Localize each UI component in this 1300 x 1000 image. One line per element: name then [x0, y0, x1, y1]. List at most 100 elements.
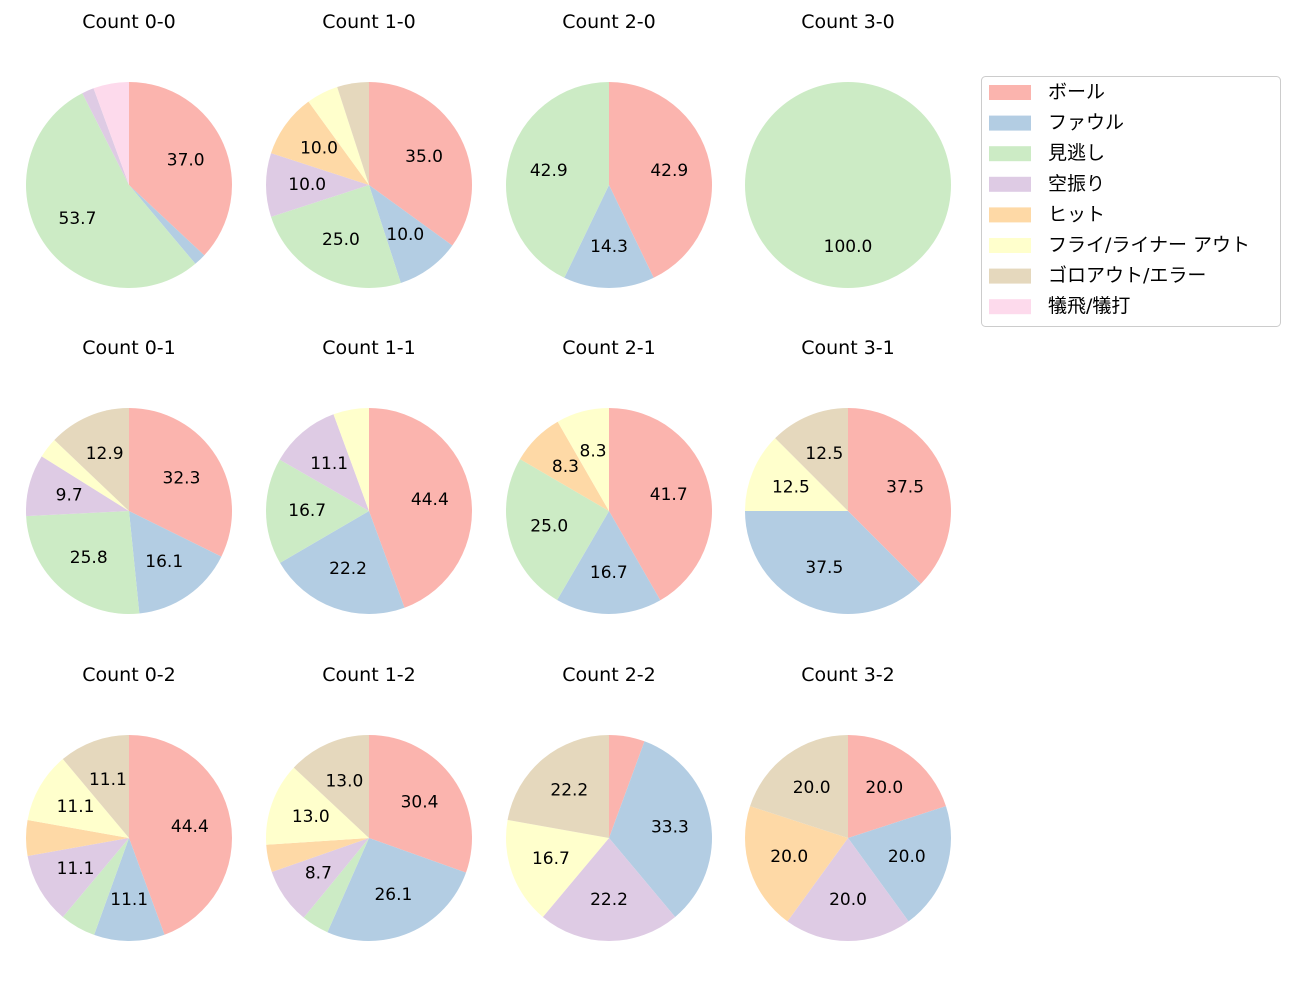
pie-count-1-1: Count 1-1 44.4 22.2 16.7 11.1: [266, 337, 473, 614]
slice-label: 37.0: [167, 150, 205, 170]
pie-slice-7: [93, 82, 129, 185]
pie-slice-5: [745, 438, 848, 511]
slice-label: 22.2: [590, 890, 628, 910]
pie-title: Count 3-2: [801, 664, 895, 686]
pie-count-0-0: Count 0-0 37.0 53.7: [26, 11, 232, 289]
slice-label: 16.7: [288, 501, 326, 521]
pie-slice-4: [266, 838, 369, 873]
legend-swatch: [989, 238, 1031, 253]
legend-label: 見逃し: [1048, 142, 1105, 164]
pie-slice-6: [337, 82, 369, 185]
slice-label: 42.9: [530, 161, 568, 181]
pie-slice-5: [266, 767, 369, 845]
slice-label: 20.0: [793, 778, 831, 798]
slice-label: 11.1: [110, 890, 148, 910]
pie-count-2-2: Count 2-2 33.3 22.2 16.7 22.2: [505, 664, 712, 941]
pie-slice-1: [369, 185, 453, 283]
pie-title: Count 2-0: [562, 11, 656, 33]
pie-slice-5: [505, 819, 609, 917]
slice-label: 35.0: [405, 147, 443, 167]
pie-slice-0: [609, 735, 645, 838]
pie-slice-0: [129, 408, 233, 557]
pie-title: Count 1-0: [322, 11, 416, 33]
slice-label: 10.0: [288, 175, 326, 195]
slice-label: 37.5: [805, 558, 843, 578]
legend-swatch: [989, 85, 1031, 100]
pie-slice-4: [271, 101, 369, 185]
pie-title: Count 0-0: [82, 11, 176, 33]
pie-title: Count 1-1: [322, 337, 416, 359]
pie-count-3-1: Count 3-1 37.5 37.5 12.5 12.5: [745, 337, 951, 614]
pie-slice-1: [327, 838, 466, 941]
pie-slice-4: [520, 421, 609, 511]
legend-label: ゴロアウト/エラー: [1048, 265, 1206, 287]
pie-slice-1: [557, 511, 661, 615]
slice-label: 37.5: [886, 477, 924, 497]
slice-label: 44.4: [411, 490, 449, 510]
pie-slice-0: [129, 82, 232, 256]
pie-slice-1: [129, 185, 205, 264]
pie-slice-2: [745, 82, 951, 288]
legend-swatch: [989, 207, 1031, 223]
pie-slice-1: [848, 806, 951, 922]
slice-label: 33.3: [651, 817, 689, 837]
slice-label: 20.0: [888, 847, 926, 867]
slice-label: 20.0: [770, 847, 808, 867]
pie-title: Count 2-2: [562, 664, 656, 686]
slice-label: 10.0: [386, 225, 424, 245]
slice-label: 25.8: [70, 548, 108, 568]
slice-label: 32.3: [163, 468, 201, 488]
pie-slice-3: [271, 838, 369, 918]
pie-slice-4: [745, 806, 848, 922]
legend-swatch: [989, 115, 1031, 131]
pie-slice-0: [848, 408, 951, 584]
pie-slice-2: [62, 838, 129, 935]
pie-slice-1: [609, 741, 712, 917]
legend-label: ファウル: [1048, 112, 1124, 134]
legend-label: フライ/ライナー アウト: [1048, 234, 1250, 256]
slice-label: 53.7: [59, 209, 97, 229]
pie-title: Count 2-1: [562, 337, 656, 359]
pie-slice-1: [745, 511, 921, 614]
slice-label: 12.5: [772, 477, 810, 497]
pie-title: Count 3-0: [801, 11, 895, 33]
slice-label: 8.3: [552, 457, 579, 477]
slice-label: 14.3: [590, 237, 628, 257]
pie-slice-6: [507, 735, 609, 838]
pie-slice-6: [750, 735, 848, 838]
pie-slice-6: [293, 735, 369, 838]
legend-swatch: [989, 176, 1031, 192]
slice-label: 12.9: [86, 444, 124, 464]
pie-slice-5: [41, 440, 129, 511]
pie-slice-6: [775, 408, 848, 511]
pie-slice-0: [369, 408, 473, 608]
slice-label: 16.7: [532, 849, 570, 869]
pie-slice-3: [265, 153, 369, 217]
slice-label: 22.2: [329, 559, 367, 579]
slice-label: 13.0: [325, 771, 363, 791]
pie-title: Count 1-2: [322, 664, 416, 686]
legend-label: 犠飛/犠打: [1048, 295, 1130, 317]
pie-slice-5: [557, 408, 609, 511]
legend-swatch: [989, 146, 1031, 162]
slice-label: 11.1: [57, 797, 95, 817]
pie-slice-4: [25, 819, 130, 857]
pie-slice-2: [271, 185, 401, 288]
slice-label: 16.7: [590, 563, 628, 583]
pie-slice-3: [279, 414, 369, 511]
legend-label: ボール: [1048, 81, 1105, 103]
slice-label: 11.1: [89, 770, 127, 790]
slice-label: 8.3: [580, 441, 607, 461]
pie-slice-5: [308, 87, 369, 185]
legend-label: ヒット: [1048, 203, 1105, 225]
pie-slice-2: [303, 838, 369, 933]
pie-title: Count 0-1: [82, 337, 176, 359]
pie-count-3-2: Count 3-2 20.0 20.0 20.0 20.0 20.0: [745, 664, 951, 941]
pie-slice-0: [369, 735, 472, 873]
slice-label: 20.0: [865, 778, 903, 798]
legend-frame: [981, 76, 1281, 327]
pie-count-2-0: Count 2-0 42.9 14.3 42.9: [505, 11, 713, 289]
pie-slice-0: [848, 735, 946, 838]
pie-count-2-1: Count 2-1 41.7 16.7 25.0 8.38.3: [506, 337, 712, 615]
